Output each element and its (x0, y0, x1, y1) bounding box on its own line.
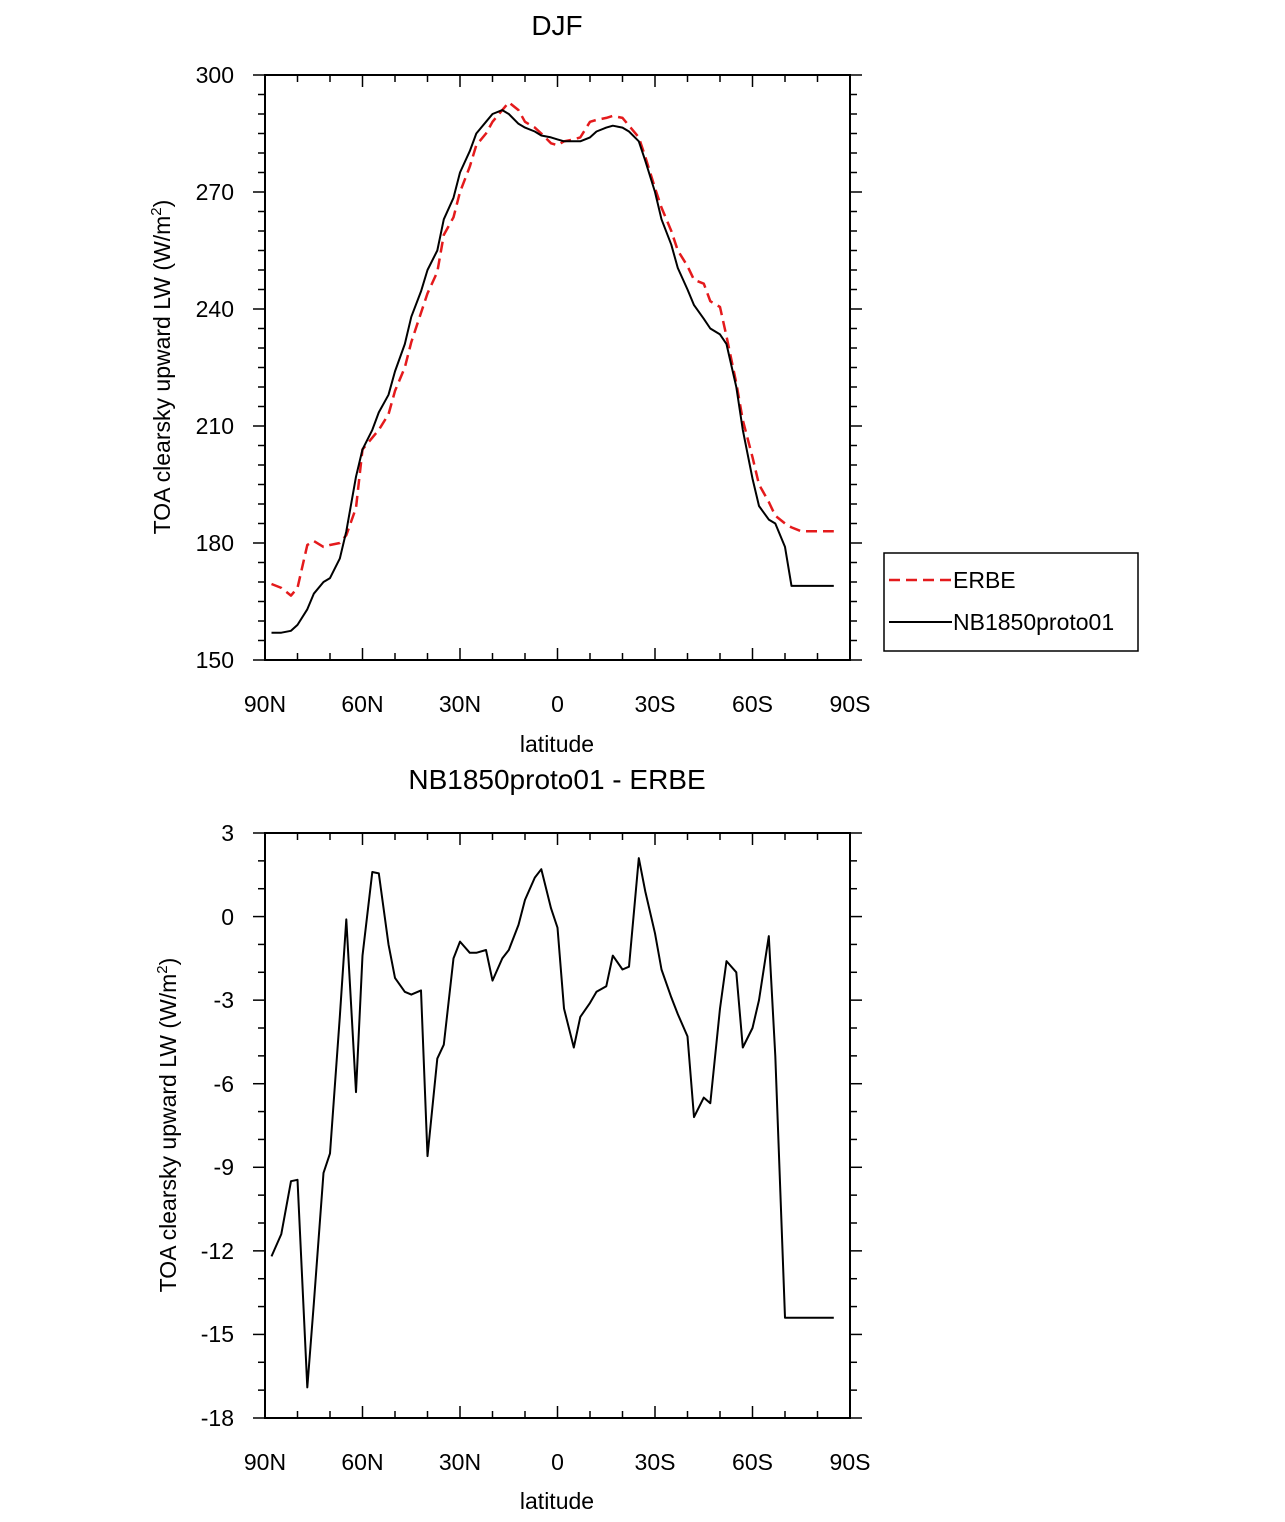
y-tick-label: 0 (221, 904, 234, 930)
y-tick-label: 180 (196, 530, 234, 556)
x-tick-label: 90S (830, 691, 871, 717)
series-line-nb1850proto01 (271, 109, 834, 634)
x-tick-labels: 90N 60N 30N 0 30S 60S 90S (244, 691, 871, 717)
y-axis-label-suffix: ) (155, 958, 181, 966)
x-tick-label: 30N (439, 691, 481, 717)
y-tick-label: 3 (221, 820, 234, 846)
x-tick-labels: 90N 60N 30N 0 30S 60S 90S (244, 1449, 871, 1475)
x-tick-label: 30N (439, 1449, 481, 1475)
y-axis-label: TOA clearsky upward LW (W/m2) (148, 200, 175, 535)
series-lines (271, 101, 834, 634)
legend-label-model: NB1850proto01 (953, 609, 1114, 635)
x-tick-label: 90S (830, 1449, 871, 1475)
y-axis-label-suffix: ) (149, 200, 175, 208)
series-lines (270, 857, 834, 1389)
chart-title: DJF (531, 10, 582, 41)
panel-djf: DJF 90N 60N 30N 0 30S 60S 90S 300 270 24… (148, 10, 1139, 757)
x-tick-label: 0 (551, 1449, 564, 1475)
y-tick-label: 210 (196, 413, 234, 439)
y-tick-label: -15 (201, 1321, 234, 1347)
chart-title: NB1850proto01 - ERBE (408, 764, 705, 795)
y-axis-label-text: TOA clearsky upward LW (W/m (149, 216, 175, 535)
x-tick-label: 90N (244, 691, 286, 717)
y-tick-label: 150 (196, 647, 234, 673)
y-tick-label: -6 (214, 1071, 234, 1097)
x-tick-label: 60S (732, 691, 773, 717)
y-tick-label: -18 (201, 1405, 234, 1431)
y-axis-label-superscript: 2 (154, 965, 171, 973)
panel-difference: NB1850proto01 - ERBE 90N 60N 30N 0 30S 6… (154, 764, 870, 1514)
y-axis-label: TOA clearsky upward LW (W/m2) (154, 958, 181, 1293)
x-tick-label: 30S (635, 1449, 676, 1475)
x-axis-label: latitude (520, 1488, 594, 1514)
x-tick-label: 0 (551, 691, 564, 717)
y-tick-label: -9 (214, 1154, 234, 1180)
plot-frame (264, 832, 851, 1419)
series-line-nb1850proto01-erbe (270, 857, 834, 1389)
legend-label-erbe: ERBE (953, 567, 1016, 593)
legend-box (883, 552, 1139, 652)
y-tick-label: -12 (201, 1238, 234, 1264)
x-tick-label: 60N (341, 1449, 383, 1475)
y-tick-label: 270 (196, 179, 234, 205)
x-tick-label: 60N (341, 691, 383, 717)
axis-ticks (253, 832, 862, 1419)
y-tick-labels: 300 270 240 210 180 150 (196, 62, 234, 673)
x-axis-label: latitude (520, 731, 594, 757)
series-line-erbe (271, 101, 834, 597)
y-axis-label-superscript: 2 (148, 207, 165, 215)
y-tick-label: 300 (196, 62, 234, 88)
x-tick-label: 30S (635, 691, 676, 717)
y-axis-label-text: TOA clearsky upward LW (W/m (155, 974, 181, 1293)
y-tick-label: 240 (196, 296, 234, 322)
axis-ticks (253, 74, 862, 661)
y-tick-label: -3 (214, 987, 234, 1013)
x-tick-label: 90N (244, 1449, 286, 1475)
legend: ERBE NB1850proto01 (883, 552, 1139, 652)
x-tick-label: 60S (732, 1449, 773, 1475)
y-tick-labels: 3 0 -3 -6 -9 -12 -15 -18 (201, 820, 234, 1431)
plot-frame (264, 74, 851, 661)
